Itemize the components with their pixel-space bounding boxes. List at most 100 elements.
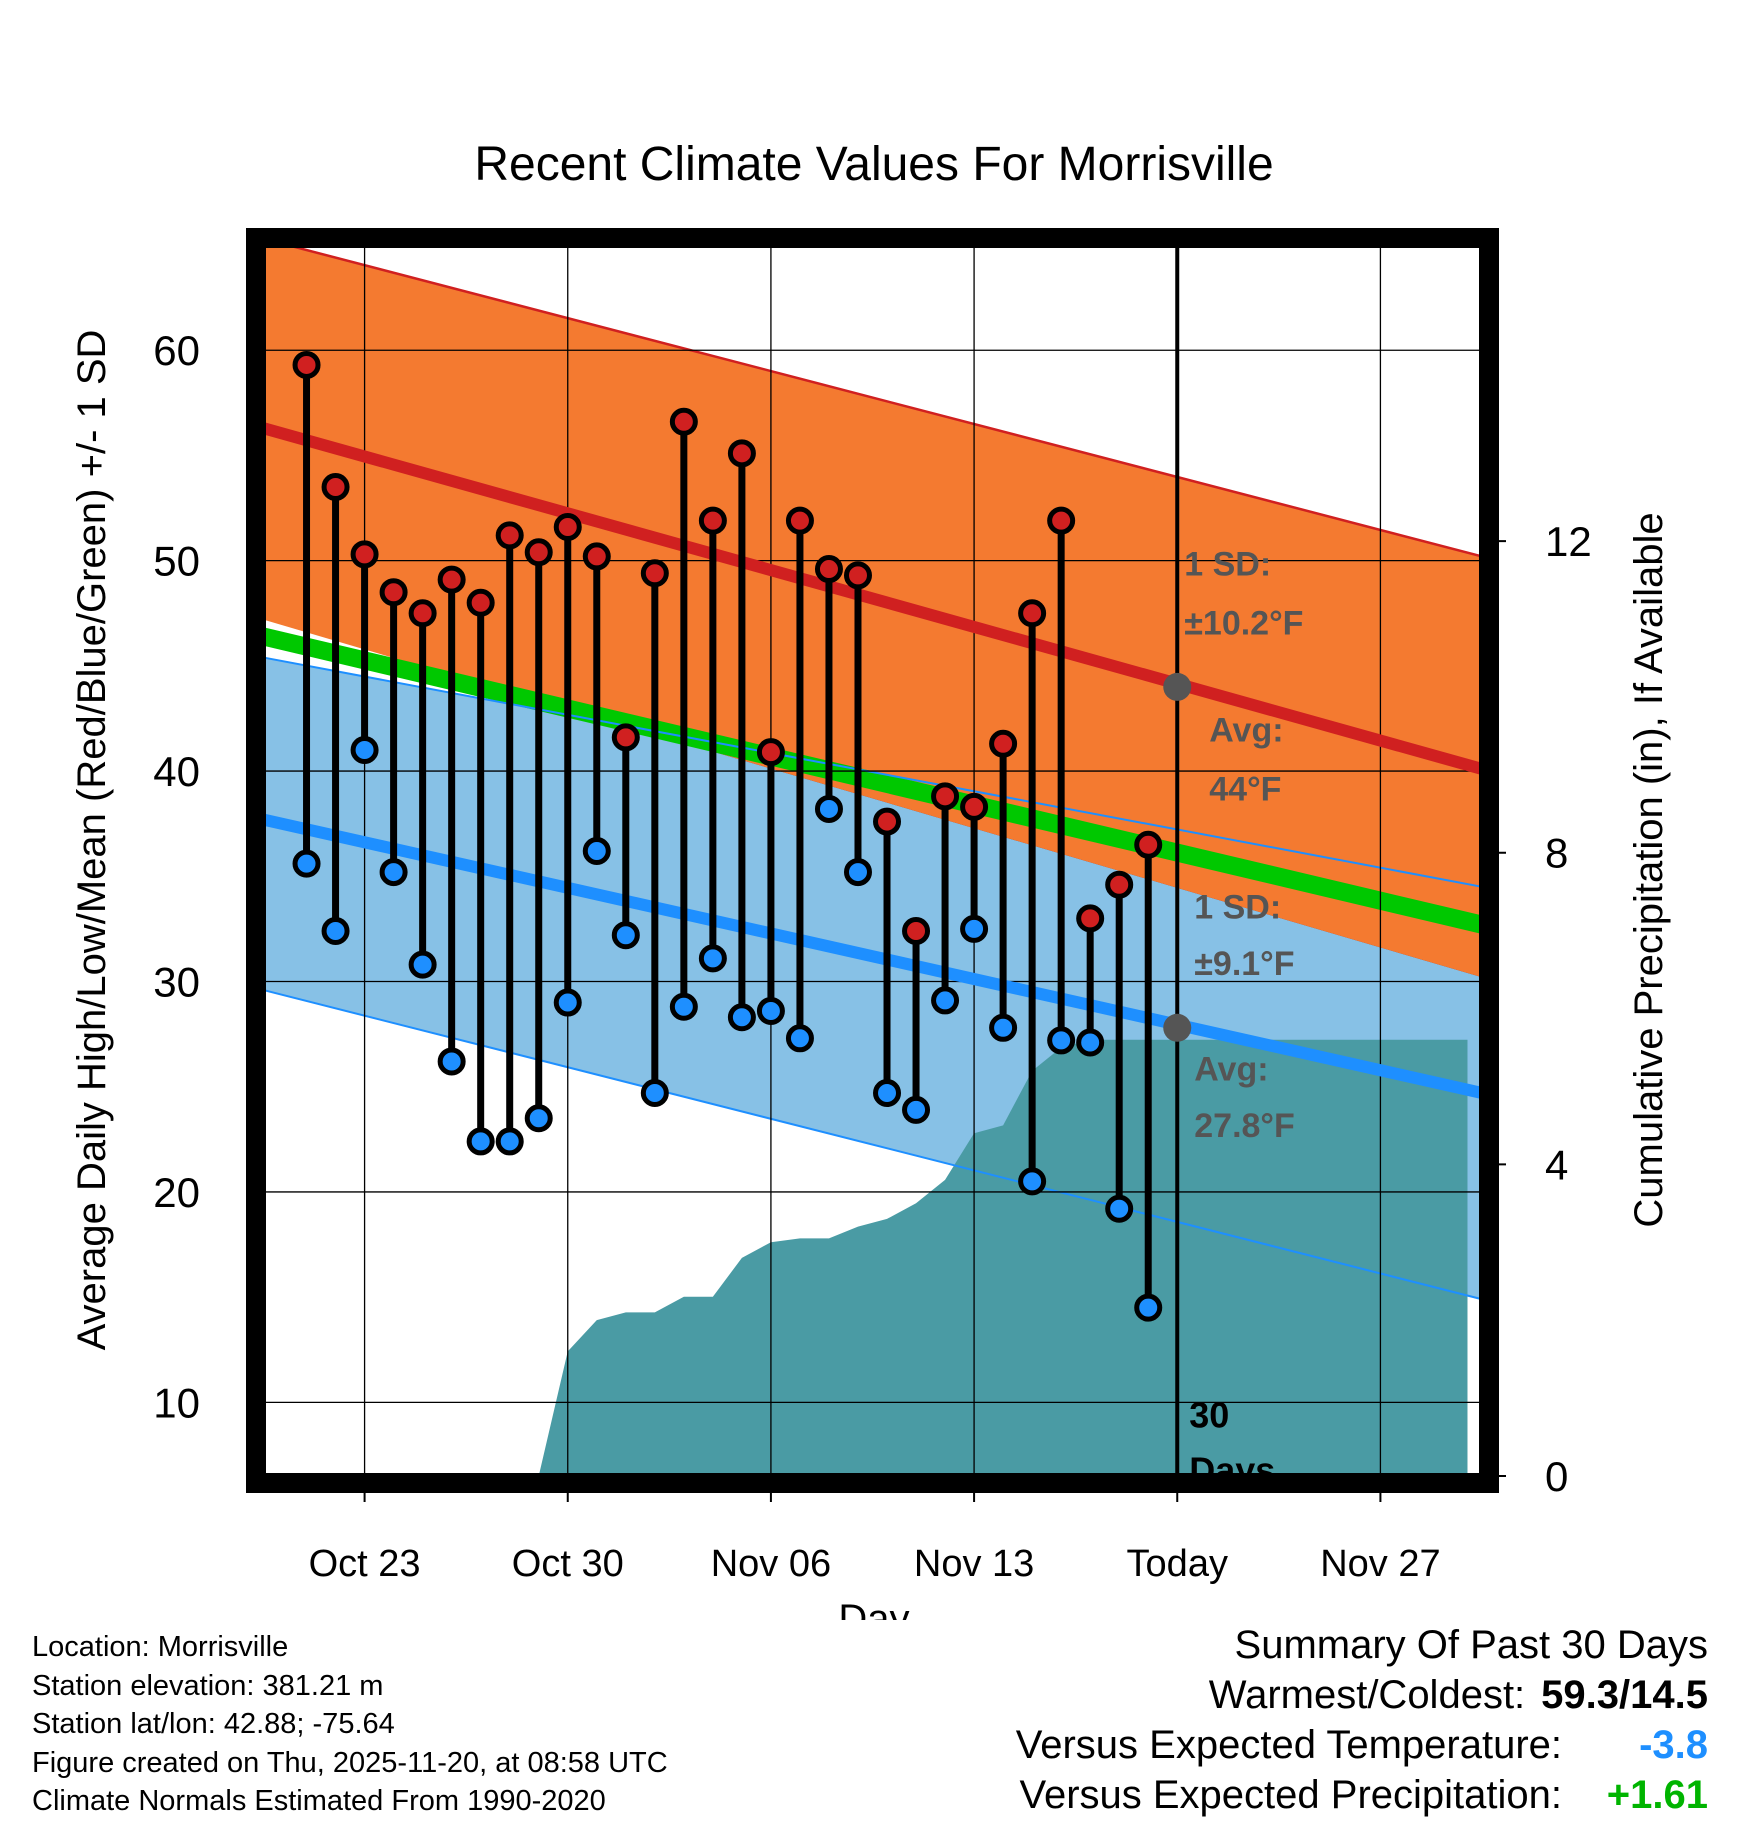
high-temp-point xyxy=(989,729,1018,758)
low-temp-point xyxy=(466,1127,495,1156)
low-temp-point xyxy=(902,1095,931,1124)
high-temp-point xyxy=(1134,830,1163,859)
days-count: 30 xyxy=(1189,1395,1229,1436)
low-temp-point xyxy=(873,1079,902,1108)
y-tick-label: 10 xyxy=(153,1379,200,1426)
high-temp-point xyxy=(408,599,437,628)
high-temp-point xyxy=(640,559,669,588)
high-temp-point xyxy=(669,407,698,436)
high-temp-point xyxy=(350,540,379,569)
high-sd-value: ±10.2°F xyxy=(1184,604,1303,642)
y-tick-label: 20 xyxy=(153,1169,200,1216)
y-axis-label: Average Daily High/Low/Mean (Red/Blue/Gr… xyxy=(70,330,114,1351)
y2-tick-label: 8 xyxy=(1545,830,1568,877)
low-sd-label: 1 SD: xyxy=(1194,888,1281,926)
high-temp-point xyxy=(902,916,931,945)
low-avg-marker xyxy=(1163,1013,1192,1042)
high-temp-point xyxy=(1105,870,1134,899)
high-temp-point xyxy=(1047,506,1076,535)
low-temp-point xyxy=(350,736,379,765)
low-temp-point xyxy=(785,1024,814,1053)
climate-chart: Recent Climate Values For Morrisville 1 … xyxy=(70,138,1671,1620)
low-temp-point xyxy=(669,992,698,1021)
x-tick-label: Today xyxy=(1127,1543,1228,1585)
high-temp-point xyxy=(1076,904,1105,933)
summary-precip-row: Versus Expected Precipitation: +1.61 xyxy=(1016,1770,1708,1820)
low-temp-point xyxy=(1018,1167,1047,1196)
warm-cold-value: 59.3/14.5 xyxy=(1541,1673,1708,1717)
low-temp-point xyxy=(1105,1194,1134,1223)
high-temp-point xyxy=(321,472,350,501)
y-tick-label: 30 xyxy=(153,958,200,1005)
high-temp-point xyxy=(727,439,756,468)
low-temp-point xyxy=(292,849,321,878)
high-avg-value: 44°F xyxy=(1209,771,1281,809)
temp-label: Versus Expected Temperature: xyxy=(1015,1723,1562,1767)
high-temp-point xyxy=(611,723,640,752)
low-temp-point xyxy=(379,858,408,887)
low-temp-point xyxy=(989,1013,1018,1042)
low-temp-point xyxy=(524,1104,553,1133)
y2-tick-label: 12 xyxy=(1545,518,1592,565)
normals-text: Climate Normals Estimated From 1990-2020 xyxy=(32,1785,606,1817)
low-temp-point xyxy=(1076,1028,1105,1057)
summary-temp-row: Versus Expected Temperature: -3.8 xyxy=(1016,1720,1708,1770)
low-temp-point xyxy=(756,996,785,1025)
low-sd-value: ±9.1°F xyxy=(1194,945,1294,983)
location-text: Location: Morrisville xyxy=(32,1631,289,1663)
high-temp-point xyxy=(931,782,960,811)
plot-frame xyxy=(246,228,1499,1493)
warm-cold-label: Warmest/Coldest: xyxy=(1208,1673,1526,1717)
high-avg-label: Avg: xyxy=(1209,712,1283,750)
station-metadata: Location: Morrisville Station elevation:… xyxy=(32,1628,668,1821)
x-tick-label: Nov 13 xyxy=(914,1543,1034,1585)
x-axis-label: Day xyxy=(838,1597,909,1620)
high-temp-point xyxy=(960,792,989,821)
high-temp-point xyxy=(466,588,495,617)
summary-warm-cold-row: Warmest/Coldest: 59.3/14.5 xyxy=(1016,1670,1708,1720)
low-temp-point xyxy=(931,986,960,1015)
low-temp-point xyxy=(611,921,640,950)
low-temp-point xyxy=(582,837,611,866)
summary-panel: Summary Of Past 30 Days Warmest/Coldest:… xyxy=(1016,1620,1708,1820)
x-tick-label: Oct 30 xyxy=(512,1543,624,1585)
high-temp-point xyxy=(785,506,814,535)
high-temp-point xyxy=(379,578,408,607)
high-temp-point xyxy=(582,542,611,571)
low-temp-point xyxy=(553,988,582,1017)
precip-label: Versus Expected Precipitation: xyxy=(1019,1773,1562,1817)
low-temp-point xyxy=(960,914,989,943)
y-tick-label: 40 xyxy=(153,748,200,795)
high-temp-point xyxy=(756,738,785,767)
elevation-text: Station elevation: 381.21 m xyxy=(32,1669,384,1702)
high-avg-marker xyxy=(1163,672,1192,701)
low-temp-point xyxy=(698,944,727,973)
low-temp-point xyxy=(727,1003,756,1032)
high-temp-point xyxy=(873,807,902,836)
high-temp-point xyxy=(292,350,321,379)
y2-axis-label: Cumulative Precipitation (in), If Availa… xyxy=(1627,512,1671,1227)
x-tick-label: Oct 23 xyxy=(309,1543,421,1585)
high-temp-point xyxy=(843,561,872,590)
low-temp-point xyxy=(1134,1293,1163,1322)
high-temp-point xyxy=(495,521,524,550)
high-temp-point xyxy=(698,506,727,535)
mean-band xyxy=(260,627,1485,934)
low-temp-point xyxy=(495,1127,524,1156)
latlon-text: Station lat/lon: 42.88; -75.64 xyxy=(32,1708,395,1740)
low-temp-point xyxy=(1047,1026,1076,1055)
y-tick-label: 50 xyxy=(153,538,200,585)
x-tick-label: Nov 06 xyxy=(711,1543,831,1585)
low-sd-lower-edge xyxy=(262,988,1483,1301)
high-temp-point xyxy=(553,512,582,541)
low-temp-point xyxy=(640,1079,669,1108)
x-tick-label: Nov 27 xyxy=(1320,1543,1440,1585)
low-sd-upper-edge xyxy=(262,656,1483,888)
low-temp-point xyxy=(437,1047,466,1076)
chart-title: Recent Climate Values For Morrisville xyxy=(474,138,1273,191)
summary-heading: Summary Of Past 30 Days xyxy=(1234,1623,1708,1667)
low-temp-point xyxy=(814,794,843,823)
y2-tick-label: 0 xyxy=(1545,1453,1568,1500)
high-temp-point xyxy=(524,538,553,567)
temp-value: -3.8 xyxy=(1639,1723,1708,1767)
